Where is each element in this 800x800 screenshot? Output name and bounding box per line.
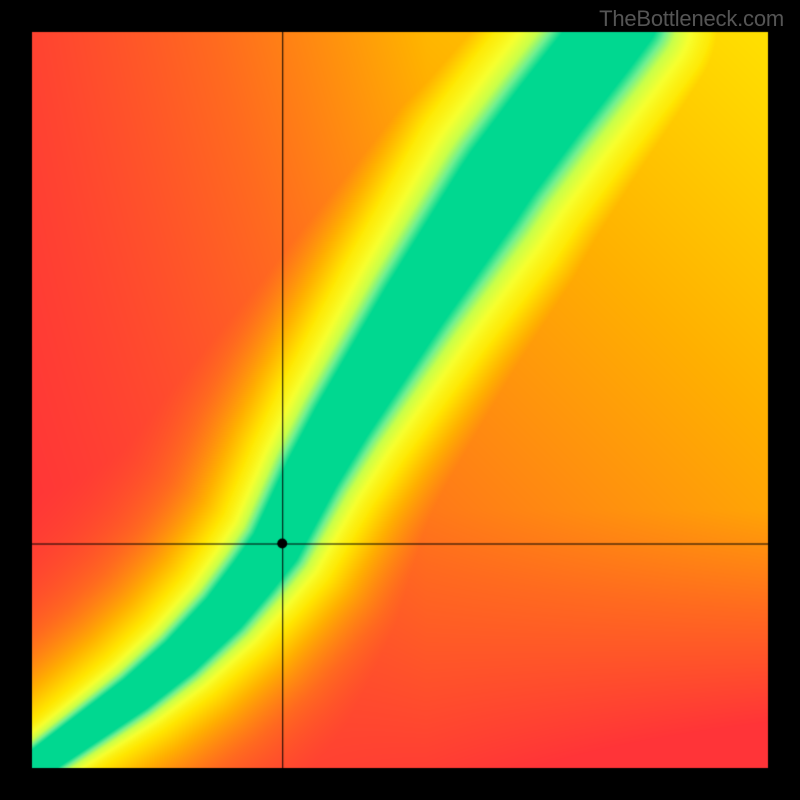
watermark-text: TheBottleneck.com — [599, 6, 784, 32]
bottleneck-heatmap — [0, 0, 800, 800]
